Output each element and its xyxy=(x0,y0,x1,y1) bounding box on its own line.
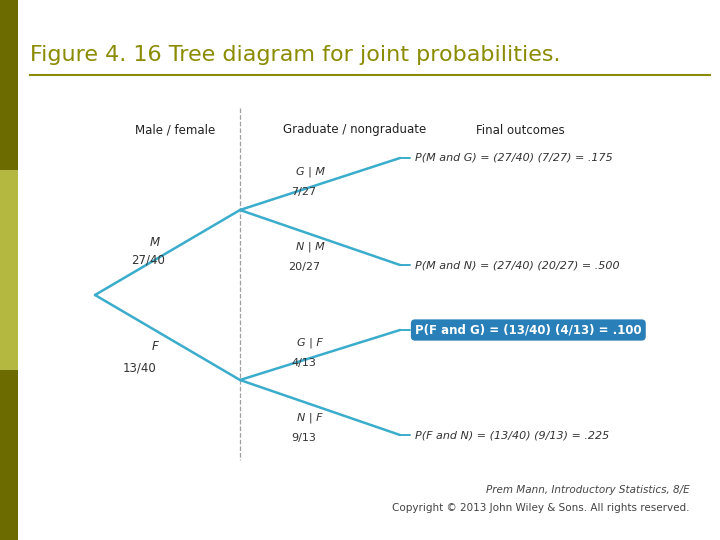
Text: 20/27: 20/27 xyxy=(288,262,320,272)
Text: 7/27: 7/27 xyxy=(292,187,317,197)
Text: P(M and N) = (27/40) (20/27) = .500: P(M and N) = (27/40) (20/27) = .500 xyxy=(415,260,620,270)
Text: 9/13: 9/13 xyxy=(292,433,316,443)
Text: P(F and G) = (13/40) (4/13) = .100: P(F and G) = (13/40) (4/13) = .100 xyxy=(415,323,642,336)
Text: 27/40: 27/40 xyxy=(131,253,165,267)
Bar xyxy=(0,370,18,540)
Text: Final outcomes: Final outcomes xyxy=(476,124,564,137)
Text: N | M: N | M xyxy=(296,242,325,252)
Text: Figure 4. 16 Tree diagram for joint probabilities.: Figure 4. 16 Tree diagram for joint prob… xyxy=(30,45,560,65)
Text: G | M: G | M xyxy=(295,167,325,177)
Text: Male / female: Male / female xyxy=(135,124,215,137)
Text: 13/40: 13/40 xyxy=(123,361,157,375)
Text: F: F xyxy=(152,340,158,353)
Text: Prem Mann, Introductory Statistics, 8/E: Prem Mann, Introductory Statistics, 8/E xyxy=(487,485,690,495)
Text: P(F and N) = (13/40) (9/13) = .225: P(F and N) = (13/40) (9/13) = .225 xyxy=(415,430,609,440)
Text: 4/13: 4/13 xyxy=(292,358,316,368)
Text: N | F: N | F xyxy=(297,413,323,423)
Text: Copyright © 2013 John Wiley & Sons. All rights reserved.: Copyright © 2013 John Wiley & Sons. All … xyxy=(392,503,690,513)
Text: M: M xyxy=(150,235,160,248)
Text: G | F: G | F xyxy=(297,338,323,348)
Bar xyxy=(0,170,18,370)
Bar xyxy=(0,0,18,170)
Text: P(M and G) = (27/40) (7/27) = .175: P(M and G) = (27/40) (7/27) = .175 xyxy=(415,153,613,163)
Text: Graduate / nongraduate: Graduate / nongraduate xyxy=(284,124,427,137)
